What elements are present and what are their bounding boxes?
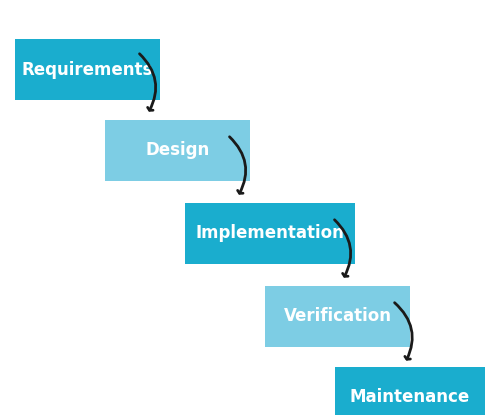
FancyBboxPatch shape xyxy=(335,367,485,415)
FancyBboxPatch shape xyxy=(105,120,250,181)
Text: Requirements: Requirements xyxy=(22,61,153,78)
Text: Verification: Verification xyxy=(284,308,392,325)
FancyBboxPatch shape xyxy=(265,286,410,347)
Text: Design: Design xyxy=(146,142,210,159)
FancyBboxPatch shape xyxy=(185,203,355,264)
FancyBboxPatch shape xyxy=(15,39,160,100)
Text: Maintenance: Maintenance xyxy=(350,388,470,406)
Text: Implementation: Implementation xyxy=(196,225,344,242)
